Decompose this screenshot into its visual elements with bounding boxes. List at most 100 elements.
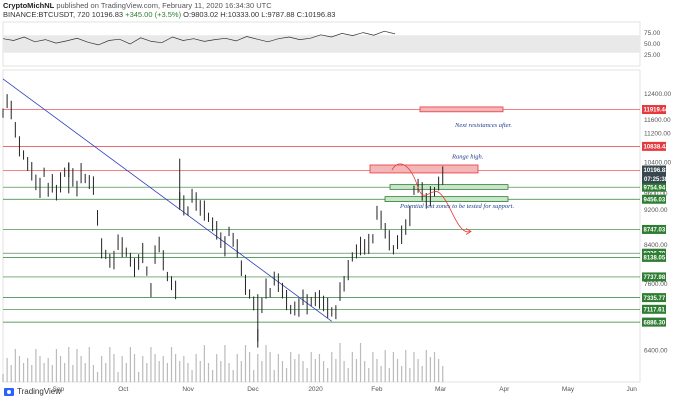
volume-bar	[285, 368, 288, 382]
volume-bar	[244, 345, 247, 382]
volume-bar	[105, 363, 107, 382]
volume-bar	[183, 356, 185, 382]
symbol-label: BINANCE:BTCUSDT, 720	[3, 10, 90, 19]
volume-bar	[273, 370, 275, 382]
volume-bar	[261, 361, 263, 382]
volume-bar	[359, 343, 362, 382]
support-level-tag	[642, 194, 666, 204]
time-tick-label: Oct	[118, 386, 128, 393]
volume-bar	[433, 352, 436, 382]
volume-bar	[179, 361, 181, 382]
time-tick-label: Apr	[499, 386, 510, 393]
volume-bar	[429, 357, 432, 382]
time-tick-label: 2020	[308, 386, 323, 393]
support-zone-1	[389, 184, 509, 190]
rsi-band	[3, 35, 640, 53]
rsi-line	[2, 30, 396, 46]
volume-bar	[421, 366, 423, 382]
resistance-zone-upper	[419, 106, 504, 113]
volume-bar	[384, 350, 386, 382]
volume-bar	[290, 352, 292, 382]
tradingview-logo-icon	[4, 387, 14, 396]
author-name: CryptoMichNL	[3, 1, 55, 10]
resistance-level-tag	[642, 141, 666, 151]
volume-bar	[191, 370, 193, 382]
last-price-label: 10196.83	[644, 168, 670, 174]
support-level-tag	[642, 182, 666, 192]
price-tick-label: 11600.00	[644, 117, 671, 124]
volume-bar	[59, 356, 62, 382]
support-level-tag	[642, 252, 666, 262]
low-label: L:	[261, 10, 268, 19]
high-value: 10333.00	[227, 10, 260, 19]
price-tick-label: 12400.00	[644, 91, 671, 98]
volume-bar	[413, 352, 415, 382]
volume-bar	[364, 361, 366, 382]
volume-bar	[121, 356, 123, 382]
rsi-tick-label: 75.00	[644, 30, 661, 37]
rsi-tick-label: 25.00	[644, 52, 661, 59]
volume-bar	[302, 361, 304, 382]
support-level-label: 7737.98	[644, 275, 666, 281]
price-tick-label: 9200.00	[644, 207, 668, 214]
volume-bar	[18, 356, 21, 382]
volume-bar	[138, 372, 140, 382]
last-price-tag	[642, 165, 666, 175]
support-level-label: 6886.30	[644, 320, 666, 326]
volume-bar	[129, 347, 131, 382]
volume-bar	[331, 352, 333, 382]
volume-bar	[170, 347, 173, 382]
volume-bar	[88, 347, 90, 382]
price-panel: Next resistances after. Range high. Potent…	[2, 69, 641, 383]
volume-bar	[64, 363, 66, 382]
time-tick-label: Feb	[371, 386, 383, 393]
price-tick-label: 11200.00	[644, 131, 671, 138]
volume-bar	[392, 352, 395, 382]
support-level-label: 9456.03	[644, 197, 666, 203]
support-level-tag	[642, 317, 666, 327]
price-tick-label: 7600.00	[644, 281, 668, 288]
volume-bar	[310, 352, 312, 382]
volume-bar	[277, 354, 279, 382]
volume-bar	[372, 352, 374, 382]
volume-bar	[207, 363, 210, 382]
support-level-label: 8138.05	[644, 256, 666, 262]
volume-bar	[175, 354, 177, 382]
volume-bar	[322, 361, 325, 382]
volume-bar	[380, 366, 382, 382]
volume-bar	[216, 354, 218, 382]
close-value: 10196.83	[304, 10, 336, 19]
support-level-tag	[642, 304, 666, 314]
footer-brand: TradingView	[17, 387, 62, 396]
volume-bar	[438, 359, 440, 382]
resistance-level-label: 11919.44	[644, 108, 669, 114]
publish-line: CryptoMichNL published on TradingView.co…	[3, 1, 272, 10]
volume-bar	[14, 349, 16, 382]
support-zone-2	[384, 196, 509, 202]
projection-path	[391, 163, 471, 232]
support-level-tag	[642, 224, 666, 234]
volume-bar	[150, 347, 152, 382]
volume-bar	[187, 363, 189, 382]
volume-bar	[35, 349, 37, 382]
time-tick-label: Jun	[626, 386, 637, 393]
volume-bar	[417, 359, 419, 382]
volume-bar	[39, 356, 41, 382]
volume-bar	[257, 354, 259, 382]
volume-bar	[281, 361, 284, 382]
volume-bar	[327, 368, 329, 382]
volume-bar	[51, 365, 53, 382]
volume-bar	[2, 374, 4, 382]
volume-bar	[47, 358, 49, 382]
volume-bar	[409, 368, 411, 382]
volume-bar	[10, 365, 12, 382]
volume-bar	[396, 359, 399, 382]
volume-bar	[133, 354, 136, 382]
resistance-level-tag	[642, 105, 666, 115]
time-tick-label: Sep	[53, 386, 65, 393]
time-tick-label: May	[562, 386, 575, 393]
volume-bar	[306, 368, 308, 382]
volume-bar	[224, 345, 226, 382]
volume-bar	[351, 352, 353, 382]
